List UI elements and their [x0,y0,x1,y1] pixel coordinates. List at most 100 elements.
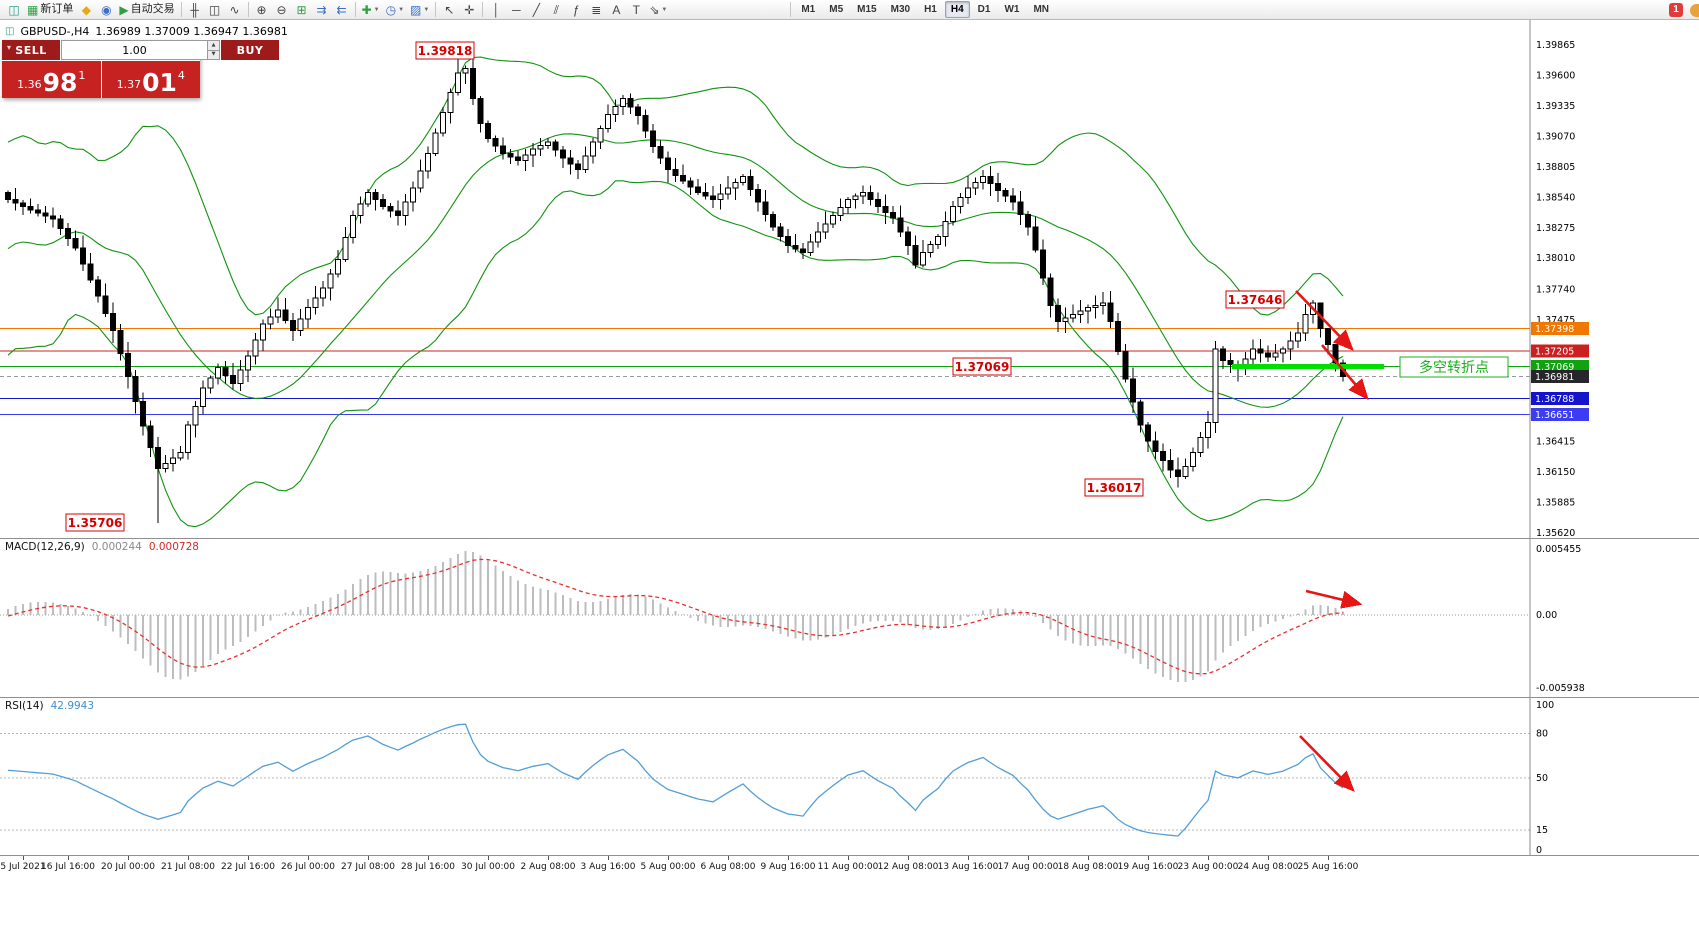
candle-body [830,215,836,225]
terminal-chart-icon[interactable]: ◫ [4,1,24,19]
candle-body [1055,304,1061,322]
zoom-out-icon[interactable]: ⊖ [272,1,292,19]
candle-body [500,145,506,155]
timeframe-h4-button[interactable]: H4 [944,1,970,18]
price-callout-box[interactable] [415,41,475,60]
volume-up-icon[interactable]: ▲ [208,41,219,50]
candle-body [1212,348,1219,424]
collapse-trade-panel-icon[interactable]: ▾ [7,43,12,52]
timeframe-w1-button[interactable]: W1 [1004,4,1020,15]
autotrade-button[interactable]: ▶ 自动交易 [116,1,177,19]
buy-button[interactable]: BUY [221,40,279,60]
horizontal-line-icon[interactable]: ─ [506,1,526,19]
template-icon[interactable]: ▨ ▼ [407,1,432,19]
time-axis-label: 5 Jul 2021 [0,862,46,872]
red-down-arrow-2[interactable] [1321,344,1369,400]
annotation-box[interactable] [1399,356,1509,378]
line-chart-icon[interactable]: ∿ [225,1,245,19]
indicators-icon-caret[interactable]: ▼ [373,6,380,13]
bar-chart-icon[interactable]: ╫ [185,1,205,19]
toolbar: ◫ ▦ 新订单 ◆ ◉ ▶ 自动交易 ╫ ◫ ∿ ⊕ ⊖ ⊞ ⇉ ⇇ ✚ ▼ ◷ ▼ ▨ ▼ ↖ ✛ │ ─ ╱ ⫽ ƒ ≣ A T ⇘ ▼ M1… [0,0,1699,20]
period-icon-caret[interactable]: ▼ [398,6,405,13]
rsi-panel-canvas[interactable]: 100 80 50 15 0 [0,697,1699,855]
price-axis-label: 1.38275 [1536,223,1575,234]
candle-body [912,245,919,266]
buy-price-pip: 4 [177,69,185,82]
market-watch-icon[interactable]: ◉ [96,1,116,19]
timeframe-d1-button[interactable]: D1 [977,4,991,15]
tile-windows-icon[interactable]: ⊞ [292,1,312,19]
price-callout-box[interactable] [1225,290,1285,309]
red-down-arrow-1[interactable] [1295,290,1354,351]
template-icon-glyph: ▨ [410,2,422,17]
price-axis-label: 1.38010 [1536,253,1575,264]
terminal-chart-icon-glyph: ◫ [8,2,20,17]
candle-body [807,241,814,254]
auto-scroll-icon-glyph: ⇉ [316,2,327,17]
new-order-button[interactable]: ▦ 新订单 [24,1,76,19]
timeframe-m15-button[interactable]: M15 [857,4,877,15]
candle-body [965,187,971,198]
time-axis[interactable]: 5 Jul 2021 16 Jul 16:00 20 Jul 00:00 21 Jul… [0,855,1699,939]
rsi-arrow[interactable] [1299,735,1355,792]
price-callout-box[interactable] [1084,478,1144,497]
bollinger-lower-band[interactable] [7,180,1344,528]
price-axis-label: 1.35885 [1536,498,1575,509]
sell-button[interactable]: SELL [2,40,60,60]
buy-price[interactable]: 1.37 01 4 [101,61,200,98]
candle-body [1160,450,1166,462]
bollinger-upper-band[interactable] [7,56,1344,316]
arrows-tool-icon-caret[interactable]: ▼ [661,6,668,13]
objects-icon[interactable]: ≣ [586,1,606,19]
time-tick [428,856,429,860]
arrows-tool-icon[interactable]: ⇘ ▼ [646,1,670,19]
label-icon[interactable]: T [626,1,646,19]
indicators-icon-glyph: ✚ [361,2,372,17]
auto-scroll-icon[interactable]: ⇉ [312,1,332,19]
timeframe-m30-button[interactable]: M30 [890,4,911,15]
candle-body [12,199,19,204]
vertical-line-icon[interactable]: │ [486,1,506,19]
zoom-in-icon[interactable]: ⊕ [252,1,272,19]
macd-signal-value: 0.000728 [148,541,199,553]
price-callout-box[interactable] [65,513,125,532]
indicators-icon[interactable]: ✚ ▼ [359,1,383,19]
timeframe-mn-button[interactable]: MN [1033,4,1050,15]
candle-body [1197,437,1204,454]
text-icon[interactable]: A [606,1,626,19]
sell-price[interactable]: 1.36 98 1 [2,61,101,98]
notifications-badge[interactable]: 1 [1669,3,1683,17]
crosshair-icon[interactable]: ✛ [459,1,479,19]
template-icon-caret[interactable]: ▼ [423,6,430,13]
channel-icon[interactable]: ⫽ [546,1,566,19]
candle-body [125,353,131,378]
label-icon-glyph: T [632,2,640,17]
price-axis-label: 1.39070 [1536,131,1575,142]
candle-body [507,153,514,158]
candle-body [87,263,94,281]
candle-body [357,203,364,217]
trendline-icon[interactable]: ╱ [526,1,546,19]
volume-down-icon[interactable]: ▼ [208,49,219,59]
candle-body [777,226,784,237]
fibonacci-icon[interactable]: ƒ [566,1,586,19]
timeframe-m1-button[interactable]: M1 [801,4,816,15]
macd-arrow[interactable] [1305,589,1363,609]
candle-body [335,258,341,275]
candle-body [1227,360,1234,366]
chart-shift-icon[interactable]: ⇇ [332,1,352,19]
price-chart-canvas[interactable]: 1.39818 1.37646 1.37069 1.36017 1.35706 多空转折点… [0,20,1699,538]
period-icon[interactable]: ◷ ▼ [383,1,407,19]
macd-panel-canvas[interactable]: 0.005455 0.00 -0.005938 [0,538,1699,697]
candlestick-chart-icon[interactable]: ◫ [205,1,225,19]
bollinger-middle-band[interactable] [7,133,1344,408]
favorites-icon[interactable]: ◆ [76,1,96,19]
candle-body [275,309,281,318]
timeframe-h1-button[interactable]: H1 [924,4,937,15]
time-axis-label: 27 Jul 08:00 [341,862,395,872]
timeframe-m5-button[interactable]: M5 [829,4,844,15]
volume-input[interactable] [62,41,207,59]
cursor-icon[interactable]: ↖ [439,1,459,19]
price-callout-box[interactable] [952,357,1012,376]
toolbar-separator [482,2,484,17]
